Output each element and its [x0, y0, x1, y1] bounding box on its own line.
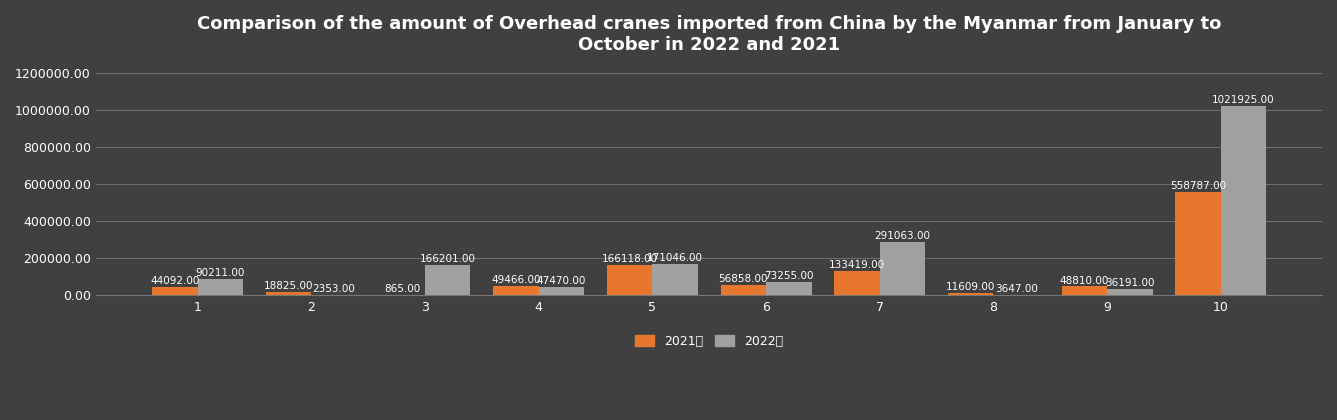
Text: 1021925.00: 1021925.00	[1213, 95, 1275, 105]
Text: 49466.00: 49466.00	[491, 276, 540, 286]
Bar	[880, 241, 925, 296]
Text: 47470.00: 47470.00	[536, 276, 586, 286]
Text: 2353.00: 2353.00	[313, 284, 356, 294]
Text: 44092.00: 44092.00	[150, 276, 199, 286]
Text: 48810.00: 48810.00	[1060, 276, 1110, 286]
Bar	[312, 295, 357, 296]
Text: 90211.00: 90211.00	[195, 268, 245, 278]
Bar	[721, 285, 766, 296]
Bar	[425, 265, 471, 296]
Legend: 2021年, 2022年: 2021年, 2022年	[628, 329, 790, 354]
Text: 11609.00: 11609.00	[947, 282, 995, 292]
Text: 558787.00: 558787.00	[1170, 181, 1226, 191]
Bar	[1221, 106, 1266, 296]
Text: 166201.00: 166201.00	[420, 254, 476, 264]
Text: 133419.00: 133419.00	[829, 260, 885, 270]
Text: 18825.00: 18825.00	[263, 281, 313, 291]
Text: 73255.00: 73255.00	[763, 271, 813, 281]
Bar	[1062, 286, 1107, 296]
Bar	[834, 271, 880, 296]
Bar	[652, 264, 698, 296]
Text: 36191.00: 36191.00	[1106, 278, 1155, 288]
Text: 166118.00: 166118.00	[602, 254, 658, 264]
Text: 3647.00: 3647.00	[995, 284, 1038, 294]
Bar	[152, 287, 198, 296]
Text: 291063.00: 291063.00	[874, 231, 931, 241]
Bar	[266, 292, 312, 296]
Bar	[1107, 289, 1152, 296]
Bar	[993, 295, 1039, 296]
Bar	[607, 265, 652, 296]
Title: Comparison of the amount of Overhead cranes imported from China by the Myanmar f: Comparison of the amount of Overhead cra…	[197, 15, 1222, 54]
Text: 865.00: 865.00	[384, 284, 420, 294]
Bar	[948, 293, 993, 296]
Bar	[198, 279, 243, 296]
Text: 171046.00: 171046.00	[647, 253, 703, 263]
Bar	[539, 287, 584, 296]
Bar	[1175, 192, 1221, 296]
Bar	[493, 286, 539, 296]
Bar	[766, 282, 812, 296]
Text: 56858.00: 56858.00	[718, 274, 767, 284]
